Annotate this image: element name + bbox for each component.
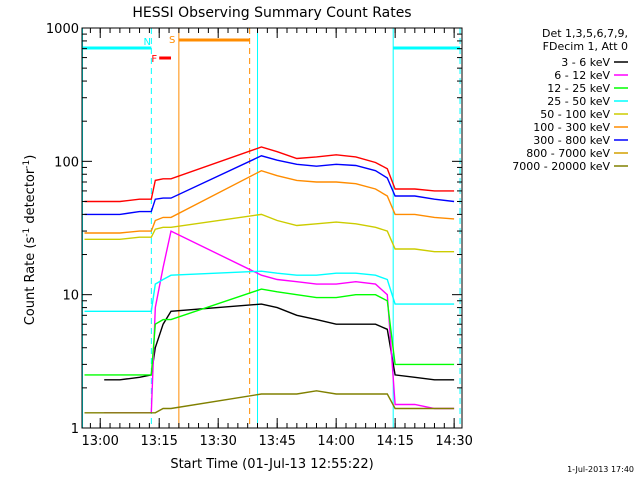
legend: Det 1,3,5,6,7,9,FDecim 1, Att 0 3 - 6 keV… (512, 27, 628, 173)
observing-flags: N S F (82, 28, 461, 428)
y-tick-label: 1 (71, 422, 79, 437)
flag-letter: S (169, 35, 175, 46)
legend-entry: 6 - 12 keV (554, 69, 610, 82)
chart-title: HESSI Observing Summary Count Rates (132, 5, 411, 21)
x-tick-label: 14:00 (317, 434, 354, 449)
x-tick-label: 13:15 (140, 434, 177, 449)
data-series (84, 146, 455, 414)
x-tick-label: 14:30 (435, 434, 472, 449)
legend-entry: 7000 - 20000 keV (512, 160, 610, 173)
axes: 1 10 100 1000 13:00 13:15 13:30 13:45 14:00 14:15… (46, 22, 473, 449)
y-tick-label: 10 (62, 289, 79, 304)
y-tick-label: 1000 (46, 22, 79, 37)
legend-entry: 100 - 300 keV (533, 121, 610, 134)
series-line (84, 270, 455, 312)
legend-entry: 800 - 7000 keV (526, 147, 610, 160)
flag-letter: F (151, 54, 157, 65)
y-axis-label: Count Rate (s-1 detector-1) (22, 155, 38, 326)
x-tick-label: 14:15 (376, 434, 413, 449)
legend-entry: 25 - 50 keV (547, 95, 610, 108)
legend-entry: 300 - 800 keV (533, 134, 610, 147)
series-line (84, 155, 455, 216)
series-line (84, 169, 455, 234)
x-axis-label: Start Time (01-Jul-13 12:55:22) (170, 457, 373, 472)
series-line (104, 303, 455, 381)
y-tick-label: 100 (54, 155, 79, 170)
series-line (104, 230, 455, 414)
legend-header: Det 1,3,5,6,7,9, (542, 27, 628, 40)
series-line (84, 146, 455, 203)
legend-entry: 3 - 6 keV (561, 56, 610, 69)
series-line (84, 390, 455, 414)
timestamp: 1-Jul-2013 17:40 (567, 465, 634, 474)
x-tick-label: 13:45 (258, 434, 295, 449)
x-tick-label: 13:00 (81, 434, 118, 449)
legend-entry: 50 - 100 keV (540, 108, 610, 121)
legend-header: FDecim 1, Att 0 (543, 40, 628, 53)
series-line (84, 213, 455, 253)
series-line (84, 288, 455, 376)
x-tick-label: 13:30 (199, 434, 236, 449)
legend-entry: 12 - 25 keV (547, 82, 610, 95)
flag-letter: N (143, 37, 150, 48)
plot-frame (81, 27, 463, 429)
